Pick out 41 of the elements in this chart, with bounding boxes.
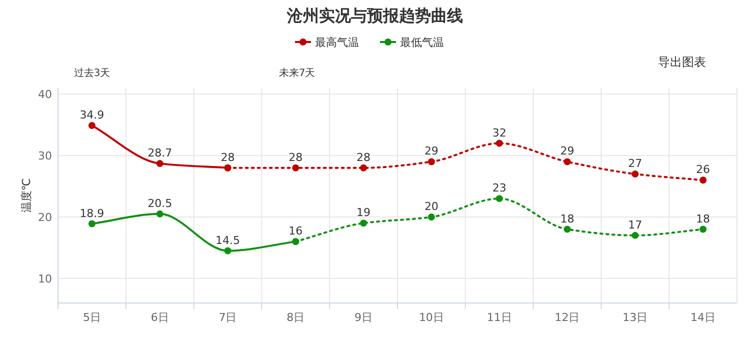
x-tick-label: 14日 <box>690 311 716 324</box>
x-tick-label: 12日 <box>554 311 580 324</box>
y-tick-label: 40 <box>38 88 52 102</box>
legend-label: 最低气温 <box>400 36 444 49</box>
data-label: 19 <box>356 206 371 220</box>
data-label: 16 <box>288 224 303 238</box>
data-label: 29 <box>424 144 438 158</box>
x-tick-label: 5日 <box>82 311 101 324</box>
x-tick-label: 6日 <box>150 311 169 324</box>
text: 未来7天 <box>278 67 316 79</box>
x-tick-label: 11日 <box>486 311 512 324</box>
data-label: 18 <box>696 212 710 226</box>
data-label: 18.9 <box>80 206 104 220</box>
x-tick-label: 10日 <box>418 311 444 324</box>
data-label: 28 <box>288 150 303 164</box>
x-tick-label: 8日 <box>286 311 305 324</box>
data-label: 28.7 <box>148 146 172 160</box>
y-tick-label: 30 <box>38 150 52 163</box>
x-tick-label: 13日 <box>622 311 648 324</box>
data-label: 14.5 <box>216 234 240 247</box>
x-tick-label: 9日 <box>354 311 373 324</box>
data-label: 34.9 <box>80 108 104 122</box>
data-label: 28 <box>356 150 371 164</box>
data-label: 29 <box>560 144 574 158</box>
chart-title: 沧州实况与预报趋势曲线 <box>286 6 463 25</box>
data-label: 28 <box>220 150 235 164</box>
x-tick-label: 7日 <box>218 311 237 324</box>
text: 过去3天 <box>74 67 110 79</box>
y-tick-label: 20 <box>38 211 52 224</box>
data-label: 18 <box>560 212 574 226</box>
data-label: 26 <box>696 163 710 176</box>
data-label: 32 <box>492 126 506 140</box>
data-label: 27 <box>628 157 642 170</box>
data-label: 20 <box>424 200 438 213</box>
data-label: 23 <box>492 182 506 195</box>
y-axis-title: 温度℃ <box>20 178 33 213</box>
legend-label: 最高气温 <box>315 36 359 49</box>
text: 导出图表 <box>658 55 706 69</box>
data-label: 17 <box>628 218 642 232</box>
data-label: 20.5 <box>148 196 172 210</box>
y-tick-label: 10 <box>38 272 52 286</box>
